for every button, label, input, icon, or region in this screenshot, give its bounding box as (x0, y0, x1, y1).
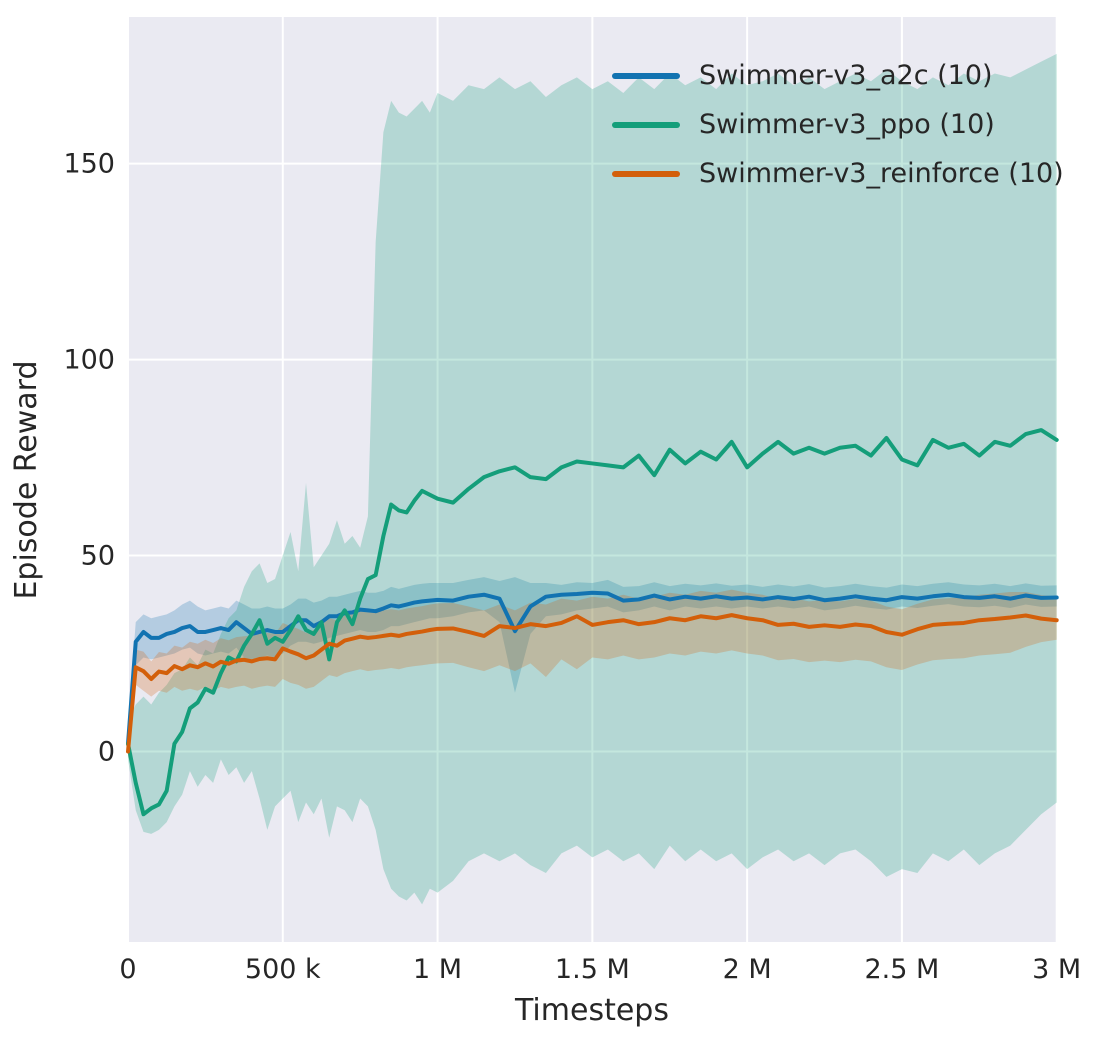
y-tick-label: 150 (63, 148, 115, 180)
legend-label-ppo: Swimmer-v3_ppo (10) (699, 109, 995, 140)
y-tick-label: 100 (63, 344, 115, 376)
x-tick-label: 2 M (722, 954, 772, 985)
x-tick-label: 3 M (1032, 954, 1082, 985)
series-band-0 (128, 577, 1057, 752)
x-tick-label: 2.5 M (864, 954, 940, 985)
series-band-1 (128, 53, 1057, 905)
y-axis-label: Episode Reward (9, 360, 44, 600)
series-line-1 (126, 428, 1059, 817)
x-tick-label: 500 k (244, 954, 321, 985)
x-tick-label: 1.5 M (554, 954, 630, 985)
series-band-2 (128, 589, 1057, 760)
y-tick-label: 0 (97, 736, 115, 767)
series-line-0 (126, 590, 1059, 746)
legend-swatch-reinforce (612, 170, 680, 177)
series-line-2 (126, 613, 1059, 754)
legend-item-reinforce: Swimmer-v3_reinforce (10) (612, 149, 1064, 198)
x-axis-label: Timesteps (515, 993, 669, 1028)
x-tick-label: 1 M (413, 954, 463, 985)
legend-label-reinforce: Swimmer-v3_reinforce (10) (699, 158, 1064, 189)
x-tick-label: 0 (119, 954, 137, 985)
legend-swatch-a2c (612, 72, 680, 79)
legend-swatch-ppo (612, 121, 680, 128)
legend-item-a2c: Swimmer-v3_a2c (10) (612, 51, 1064, 100)
legend: Swimmer-v3_a2c (10) Swimmer-v3_ppo (10) … (612, 51, 1064, 198)
legend-item-ppo: Swimmer-v3_ppo (10) (612, 100, 1064, 149)
legend-label-a2c: Swimmer-v3_a2c (10) (699, 60, 993, 91)
y-tick-label: 50 (80, 540, 115, 572)
